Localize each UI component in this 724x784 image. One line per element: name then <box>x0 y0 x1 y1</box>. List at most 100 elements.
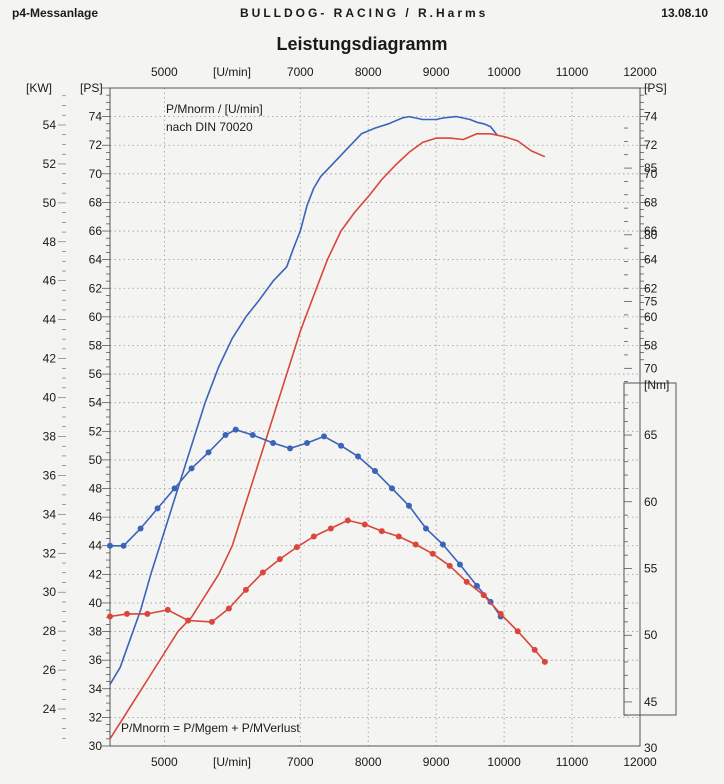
data-point <box>287 445 294 452</box>
kw-tick-label: 42 <box>43 352 57 366</box>
data-point <box>310 533 317 540</box>
ps-tick-label-left: 68 <box>89 195 103 209</box>
ps-axis-label-right: [PS] <box>644 81 667 95</box>
kw-tick-label: 30 <box>43 585 57 599</box>
x-tick-label-top: 5000 <box>151 65 178 79</box>
kw-tick-label: 40 <box>43 391 57 405</box>
data-point <box>107 613 113 620</box>
ps-tick-label-right: 68 <box>644 195 658 209</box>
kw-tick-label: 28 <box>43 624 57 638</box>
grid <box>110 88 641 746</box>
series-line <box>110 428 502 617</box>
data-point <box>208 618 215 625</box>
nm-axis-label: [Nm] <box>644 378 669 392</box>
data-point <box>372 468 378 475</box>
ps-tick-label-right: 74 <box>644 110 658 124</box>
data-point <box>514 628 521 635</box>
series-line <box>109 115 498 685</box>
annotation-formula: P/Mnorm = P/Mgem + P/MVerlust <box>121 721 300 735</box>
data-point <box>205 449 212 456</box>
kw-tick-label: 46 <box>43 274 57 288</box>
data-point <box>185 617 192 624</box>
data-point <box>188 465 195 472</box>
ps-tick-label-left: 74 <box>89 110 103 124</box>
ps-tick-label-left: 52 <box>89 424 103 438</box>
ps-tick-label-left: 62 <box>89 281 103 295</box>
x-tick-label-bottom: 12000 <box>623 755 657 769</box>
x-axis-label-top: [U/min] <box>213 65 251 79</box>
data-point <box>171 485 178 492</box>
data-point <box>107 542 113 549</box>
x-axis-label-bottom: [U/min] <box>213 755 251 769</box>
data-point <box>327 525 334 532</box>
data-point <box>120 542 127 549</box>
ps-tick-label-left: 54 <box>89 396 103 410</box>
series-line <box>109 519 546 663</box>
data-point <box>463 578 470 585</box>
x-tick-label-top: 7000 <box>287 65 314 79</box>
ps-tick-label-right: 60 <box>644 310 658 324</box>
data-point <box>388 485 395 492</box>
header-left: p4-Messanlage <box>12 6 99 20</box>
series-3-torque <box>107 517 548 665</box>
data-point <box>164 606 171 613</box>
nm-tick-label: 50 <box>644 628 658 642</box>
data-point <box>412 541 419 548</box>
kw-tick-label: 52 <box>43 157 57 171</box>
ps-tick-label-left: 50 <box>89 453 103 467</box>
ps-tick-label-right: 58 <box>644 338 658 352</box>
x-tick-label-bottom: 8000 <box>355 755 382 769</box>
ps-tick-label-left: 48 <box>89 482 103 496</box>
x-tick-label-bottom: 9000 <box>423 755 450 769</box>
ps-tick-label-right: 64 <box>644 253 658 267</box>
ps-tick-label-left: 44 <box>89 539 103 553</box>
data-point <box>249 432 256 439</box>
ps-tick-label-left: 64 <box>89 253 103 267</box>
data-point <box>225 605 232 612</box>
plot-frame <box>109 87 677 747</box>
nm-tick-label: 65 <box>644 428 658 442</box>
ps-tick-label-left: 36 <box>89 653 103 667</box>
ps-tick-label-right: 72 <box>644 138 658 152</box>
annotation-din: nach DIN 70020 <box>166 120 253 134</box>
ps-tick-label-left: 60 <box>89 310 103 324</box>
x-tick-label-bottom: 10000 <box>487 755 521 769</box>
ps-tick-label-right: 70 <box>644 167 658 181</box>
x-tick-label-bottom: 5000 <box>151 755 178 769</box>
ps-tick-label-left: 58 <box>89 338 103 352</box>
data-point <box>456 561 463 568</box>
data-point <box>144 610 151 617</box>
x-tick-label-top: 9000 <box>423 65 450 79</box>
ps-tick-label-left: 66 <box>89 224 103 238</box>
data-point <box>446 562 453 569</box>
ps-tick-label-left: 34 <box>89 682 103 696</box>
data-point <box>259 569 266 576</box>
nm-tick-label: 55 <box>644 561 658 575</box>
data-point <box>137 525 144 532</box>
nm-tick-label: 70 <box>644 361 658 375</box>
data-point <box>154 505 161 512</box>
nm-tick-label: 75 <box>644 295 658 309</box>
data-point <box>473 582 480 589</box>
x-tick-label-bottom: 11000 <box>556 755 589 769</box>
ps-tick-label-left: 72 <box>89 138 103 152</box>
data-point <box>355 453 362 460</box>
data-point <box>422 525 429 532</box>
ps-axis-label-left: [PS] <box>80 81 103 95</box>
ps-tick-label-right: 62 <box>644 281 658 295</box>
plot-border <box>109 87 641 747</box>
kw-tick-label: 38 <box>43 429 57 443</box>
data-point <box>378 528 385 535</box>
series-line <box>109 133 546 740</box>
data-point <box>321 433 328 440</box>
series-0-power <box>109 115 498 685</box>
ps-tick-label-left: 42 <box>89 567 103 581</box>
kw-tick-label: 34 <box>43 507 57 521</box>
ps-tick-label-left: 32 <box>89 710 103 724</box>
ps-tick-label-left: 56 <box>89 367 103 381</box>
ps-tick-label-left: 38 <box>89 625 103 639</box>
series-layer <box>107 115 548 740</box>
data-point <box>480 592 487 599</box>
data-point <box>276 556 283 563</box>
